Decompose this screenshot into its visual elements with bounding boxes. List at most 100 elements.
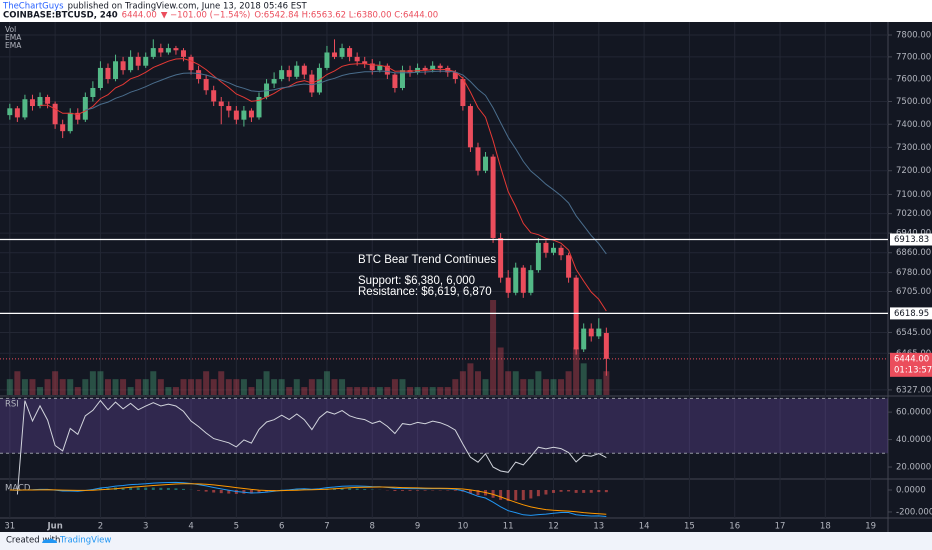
volume-bar (323, 371, 330, 395)
y-tick-label: 7700.00 (896, 52, 931, 62)
volume-bar (218, 371, 225, 395)
volume-bar (369, 387, 376, 395)
macd-histogram (121, 487, 125, 490)
candle-body (52, 103, 58, 125)
candle-body (29, 99, 35, 107)
volume-bar (542, 379, 549, 395)
volume-bar (97, 371, 104, 395)
candle-body (543, 242, 549, 253)
volume-bar (407, 387, 414, 395)
y-tick-label: 7200.00 (896, 166, 931, 176)
volume-bar (459, 371, 466, 395)
candle-body (460, 79, 466, 107)
volume-bar (67, 379, 74, 395)
volume-bar (188, 379, 195, 395)
volume-bar (467, 363, 474, 395)
x-tick-label: 31 (4, 522, 15, 532)
volume-bar (391, 379, 398, 395)
x-tick-label: 7 (324, 522, 329, 532)
y-tick-label: 7400.00 (896, 120, 931, 130)
candle-body (67, 112, 73, 132)
macd-histogram (491, 489, 495, 498)
last-price-badge (890, 352, 932, 377)
footer-brand[interactable]: TradingView (59, 536, 111, 546)
annotation-line: Resistance: $6,619, 6,870 (358, 286, 492, 298)
candle-body (286, 70, 292, 77)
rsi-tick-label: 20.0000 (896, 463, 931, 473)
macd-line (9, 481, 607, 517)
macd-histogram (597, 489, 601, 493)
candle-body (158, 48, 164, 53)
volume-bar (44, 379, 51, 395)
candle-body (399, 70, 405, 88)
macd-histogram (400, 489, 404, 491)
volume-bar (512, 371, 519, 395)
volume-bar (301, 387, 308, 395)
y-tick-label: 7500.00 (896, 97, 931, 107)
candle-body (143, 56, 149, 66)
legend-entry: EMA (5, 41, 22, 50)
candle-body (113, 61, 119, 80)
macd-histogram (340, 487, 344, 490)
candle-body (505, 277, 511, 293)
level-badge (890, 233, 932, 246)
candle-body (14, 108, 20, 118)
volume-bar (452, 379, 459, 395)
volume-bar (399, 379, 406, 395)
ema-line (85, 70, 607, 255)
candle-body (97, 67, 103, 88)
candle-body (150, 48, 156, 57)
level-label: 6913.83 (894, 235, 929, 245)
candle-body (294, 65, 300, 77)
volume-bar (21, 379, 28, 395)
candle-body (377, 65, 383, 71)
x-tick-label: 3 (143, 522, 148, 532)
candle-body (520, 267, 526, 293)
author[interactable]: TheChartGuys (2, 2, 64, 12)
macd-histogram (574, 489, 578, 493)
volume-bar (558, 379, 565, 395)
candle-body (128, 56, 134, 71)
annotation-line: Support: $6,380, 6,000 (358, 275, 475, 287)
candle-body (596, 328, 602, 337)
volume-bar (603, 371, 610, 395)
x-tick-label: 10 (457, 522, 468, 532)
annotation-title: BTC Bear Trend Continues (358, 254, 496, 266)
macd-histogram (136, 487, 140, 490)
volume-bar (120, 379, 127, 395)
ohlc: O:6542.84 H:6563.62 L:6380.00 C:6444.00 (254, 11, 438, 21)
volume-bar (422, 387, 429, 395)
y-tick-label: 7300.00 (896, 143, 931, 153)
candle-body (452, 72, 458, 80)
candle-body (392, 74, 398, 88)
volume-bar (37, 387, 44, 395)
published: published on TradingView.com, June 13, 2… (68, 2, 308, 12)
footer-bar (0, 532, 932, 550)
y-tick-label: 7600.00 (896, 75, 931, 85)
rsi-tick-label: 40.0000 (896, 435, 931, 445)
x-tick-label: 12 (548, 522, 559, 532)
volume-bar (354, 387, 361, 395)
candle-body (603, 333, 609, 359)
macd-histogram (174, 488, 178, 490)
symbol: COINBASE:BTCUSD, 240 (3, 11, 118, 21)
candle-body (490, 156, 496, 238)
x-tick-label: 2 (98, 522, 103, 532)
x-tick-label: 8 (370, 522, 375, 532)
candle-body (45, 96, 51, 104)
volume-bar (444, 387, 451, 395)
candle-body (75, 112, 81, 120)
candle-body (90, 87, 96, 97)
candle-body (226, 106, 232, 111)
y-tick-label: 7800.00 (896, 30, 931, 40)
candle-body (437, 65, 443, 68)
volume-bar (550, 379, 557, 395)
macd-histogram (476, 489, 480, 496)
candle-body (332, 52, 338, 57)
volume-bar (210, 379, 217, 395)
candle-body (22, 99, 28, 118)
countdown: 01:13:57 (894, 365, 932, 375)
macd-histogram (166, 487, 170, 490)
volume-bar (256, 379, 262, 395)
